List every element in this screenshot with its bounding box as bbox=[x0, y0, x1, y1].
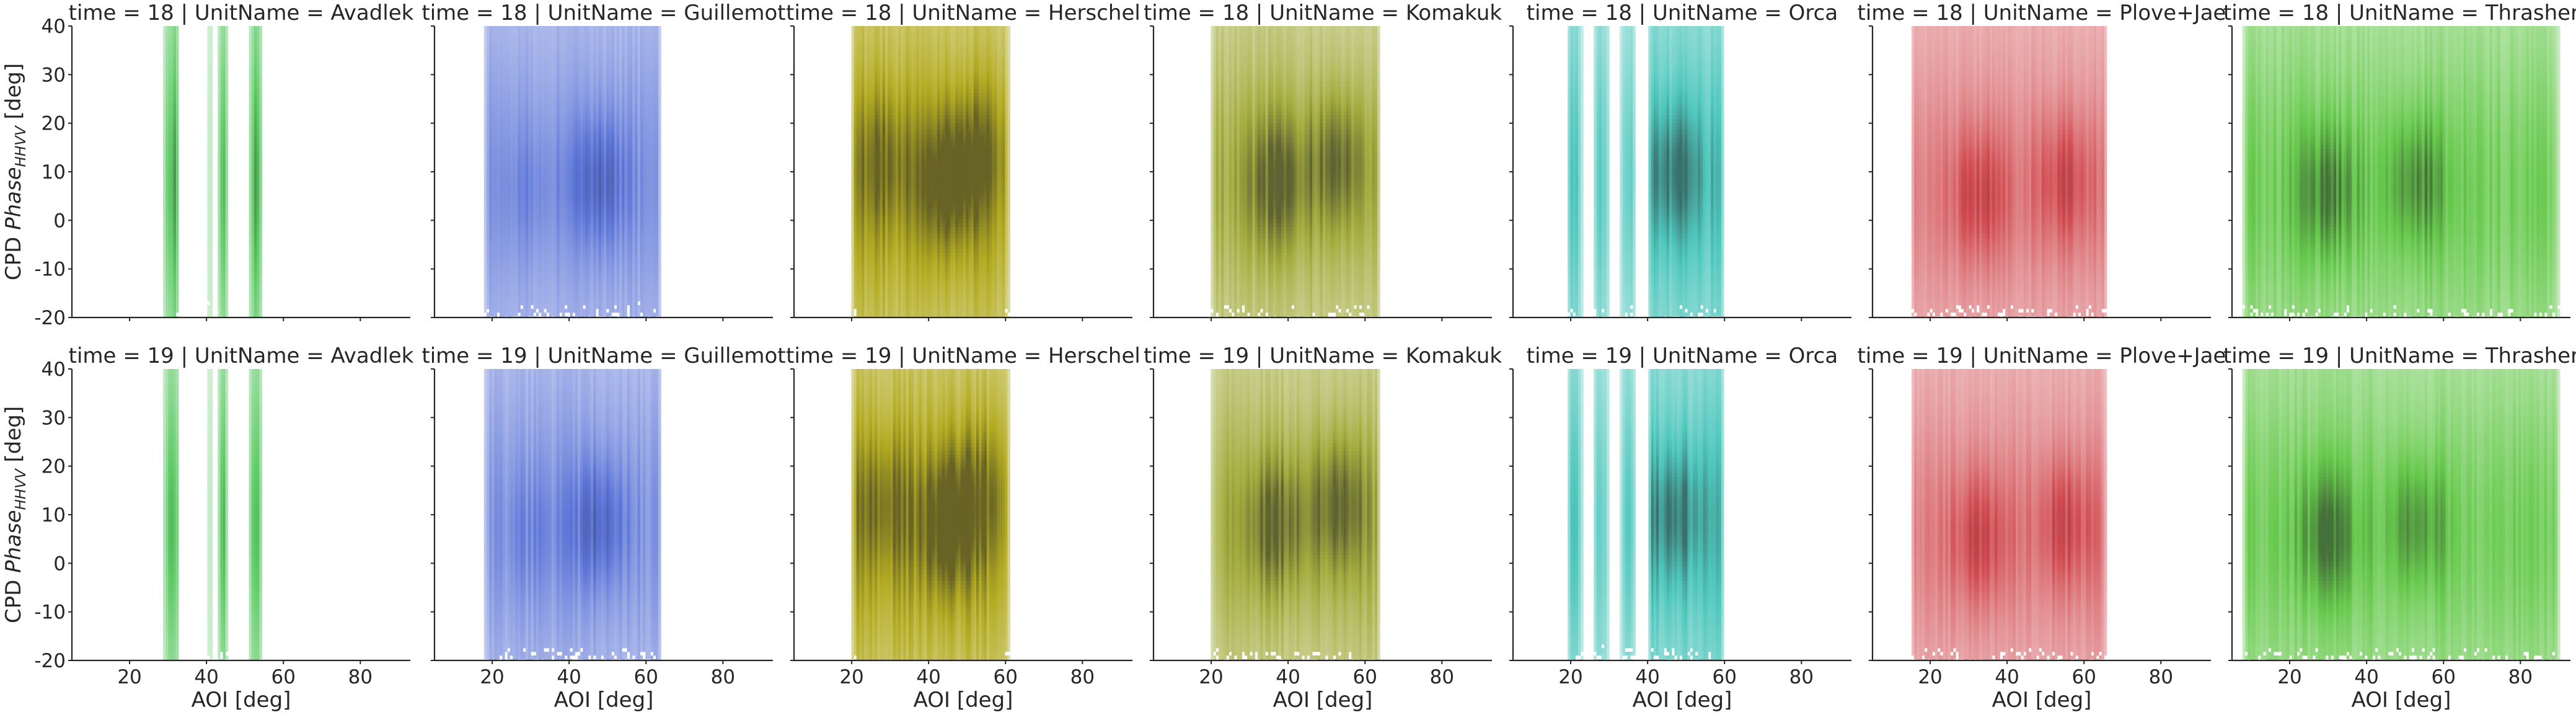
heatmap-cells bbox=[163, 369, 262, 663]
panel-Komakuk-time-18: time = 18 | UnitName = Komakuk bbox=[1144, 1, 1502, 321]
x-tick-label: 80 bbox=[1789, 666, 1814, 688]
panel-Herschel-time-18: time = 18 | UnitName = Herschel bbox=[786, 1, 1140, 321]
panel-title: time = 19 | UnitName = Plove+Jae bbox=[1858, 344, 2226, 368]
panel-Orca-time-19: 20 40 60 80 time = 19 | UnitName = Orca bbox=[1509, 344, 1851, 688]
x-tick-label: 20 bbox=[1558, 666, 1582, 688]
x-tick-label: 20 bbox=[117, 666, 141, 688]
y-tick-label: 30 bbox=[42, 407, 66, 429]
heatmap-cells bbox=[1211, 369, 1380, 663]
x-tick-label: 40 bbox=[1635, 666, 1659, 688]
heatmap-cells bbox=[851, 26, 1010, 320]
x-tick-label: 20 bbox=[839, 666, 863, 688]
x-tick-label: 60 bbox=[2072, 666, 2096, 688]
panel-Guillemot-time-19: 20 40 60 80 time = 19 | UnitName = Guillemot bbox=[421, 344, 785, 688]
x-tick-label: 40 bbox=[557, 666, 581, 688]
panel-title: time = 18 | UnitName = Avadlek bbox=[69, 1, 414, 25]
y-tick-label: 20 bbox=[42, 456, 66, 478]
heatmap-cells bbox=[1912, 26, 2107, 320]
panel-title: time = 18 | UnitName = Guillemot bbox=[421, 1, 785, 25]
x-tick-label: 60 bbox=[2432, 666, 2456, 688]
x-tick-label: 20 bbox=[480, 666, 504, 688]
panel-title: time = 18 | UnitName = Herschel bbox=[786, 1, 1140, 25]
x-axis-label: AOI [deg] bbox=[192, 688, 291, 713]
x-tick-label: 80 bbox=[348, 666, 373, 688]
heatmap-cells bbox=[484, 26, 661, 320]
x-tick-label: 20 bbox=[1918, 666, 1942, 688]
x-tick-label: 40 bbox=[194, 666, 218, 688]
x-axis-label: AOI [deg] bbox=[1273, 688, 1373, 713]
x-tick-label: 60 bbox=[1713, 666, 1737, 688]
panel-Orca-time-18: time = 18 | UnitName = Orca bbox=[1509, 1, 1851, 321]
y-tick-label: -20 bbox=[34, 650, 66, 672]
x-tick-label: 60 bbox=[271, 666, 296, 688]
panel-title: time = 18 | UnitName = Orca bbox=[1527, 1, 1838, 25]
panel-title: time = 19 | UnitName = Herschel bbox=[786, 344, 1140, 368]
axis-spines bbox=[72, 369, 410, 660]
panel-title: time = 19 | UnitName = Orca bbox=[1527, 344, 1838, 368]
y-axis-label: CPD PhaseHHVV [deg] bbox=[1, 406, 29, 623]
panel-title: time = 19 | UnitName = Guillemot bbox=[421, 344, 785, 368]
panel-title: time = 19 | UnitName = Avadlek bbox=[69, 344, 414, 368]
y-tick-label: 40 bbox=[42, 16, 66, 38]
x-axis-label: AOI [deg] bbox=[1992, 688, 2092, 713]
x-tick-label: 40 bbox=[1276, 666, 1300, 688]
x-tick-label: 80 bbox=[1430, 666, 1454, 688]
panel-Herschel-time-19: 20 40 60 80 time = 19 | UnitName = Herschel bbox=[786, 344, 1140, 688]
heatmap-cells bbox=[851, 369, 1010, 663]
x-tick-label: 80 bbox=[711, 666, 735, 688]
x-axis-labels: AOI [deg] AOI [deg] AOI [deg] AOI [deg] AOI … bbox=[192, 688, 2451, 713]
x-tick-label: 60 bbox=[634, 666, 658, 688]
x-axis-label: AOI [deg] bbox=[2352, 688, 2451, 713]
y-tick-label: 10 bbox=[42, 504, 66, 526]
y-tick-label: -10 bbox=[34, 602, 66, 624]
x-tick-label: 40 bbox=[916, 666, 940, 688]
x-axis-label: AOI [deg] bbox=[914, 688, 1013, 713]
x-tick-label: 80 bbox=[1070, 666, 1095, 688]
heatmap-cells bbox=[2243, 26, 2561, 320]
heatmap-cells bbox=[163, 26, 262, 320]
y-tick-label: 0 bbox=[53, 553, 66, 575]
panel-Plove+Jae-time-18: time = 18 | UnitName = Plove+Jae bbox=[1858, 1, 2226, 321]
panel-title: time = 18 | UnitName = Komakuk bbox=[1144, 1, 1502, 25]
x-tick-label: 80 bbox=[2149, 666, 2173, 688]
heatmap-cells bbox=[1211, 26, 1380, 320]
panel-title: time = 19 | UnitName = Komakuk bbox=[1144, 344, 1502, 368]
axis-spines bbox=[72, 26, 410, 318]
y-tick-label: 40 bbox=[42, 358, 66, 381]
panel-Plove+Jae-time-19: 20 40 60 80 time = 19 | UnitName = Plove+Jae bbox=[1858, 344, 2226, 688]
panel-title: time = 18 | UnitName = Thrasher bbox=[2223, 1, 2576, 25]
panel-title: time = 19 | UnitName = Thrasher bbox=[2223, 344, 2576, 368]
y-tick-label: 20 bbox=[42, 113, 66, 135]
x-axis-label: AOI [deg] bbox=[554, 688, 654, 713]
heatmap-cells bbox=[1568, 369, 1724, 663]
heatmap-cells bbox=[1568, 26, 1724, 320]
x-tick-label: 60 bbox=[1353, 666, 1377, 688]
y-tick-label: -10 bbox=[34, 259, 66, 281]
x-axis-label: AOI [deg] bbox=[1633, 688, 1732, 713]
y-tick-label: 0 bbox=[53, 210, 66, 232]
panel-Thrasher-time-18: time = 18 | UnitName = Thrasher bbox=[2223, 1, 2576, 321]
x-tick-label: 40 bbox=[2354, 666, 2378, 688]
x-tick-label: 40 bbox=[1995, 666, 2019, 688]
heatmap-cells bbox=[2243, 369, 2561, 663]
heatmap-cells bbox=[484, 369, 661, 663]
x-tick-label: 80 bbox=[2508, 666, 2533, 688]
panel-Komakuk-time-19: 20 40 60 80 time = 19 | UnitName = Komakuk bbox=[1144, 344, 1502, 688]
panel-title: time = 18 | UnitName = Plove+Jae bbox=[1858, 1, 2226, 25]
y-axis-labels: CPD PhaseHHVV [deg] CPD PhaseHHVV [deg] bbox=[1, 63, 29, 623]
y-tick-label: -20 bbox=[34, 307, 66, 329]
x-tick-label: 20 bbox=[2277, 666, 2301, 688]
x-tick-label: 20 bbox=[1199, 666, 1223, 688]
y-tick-label: 30 bbox=[42, 64, 66, 86]
x-tick-label: 60 bbox=[994, 666, 1018, 688]
panel-Thrasher-time-19: 20 40 60 80 time = 19 | UnitName = Thrasher bbox=[2223, 344, 2576, 688]
y-axis-label: CPD PhaseHHVV [deg] bbox=[1, 63, 29, 280]
panel-Guillemot-time-18: time = 18 | UnitName = Guillemot bbox=[421, 1, 785, 321]
heatmap-cells bbox=[1912, 369, 2107, 663]
y-tick-label: 10 bbox=[42, 161, 66, 184]
